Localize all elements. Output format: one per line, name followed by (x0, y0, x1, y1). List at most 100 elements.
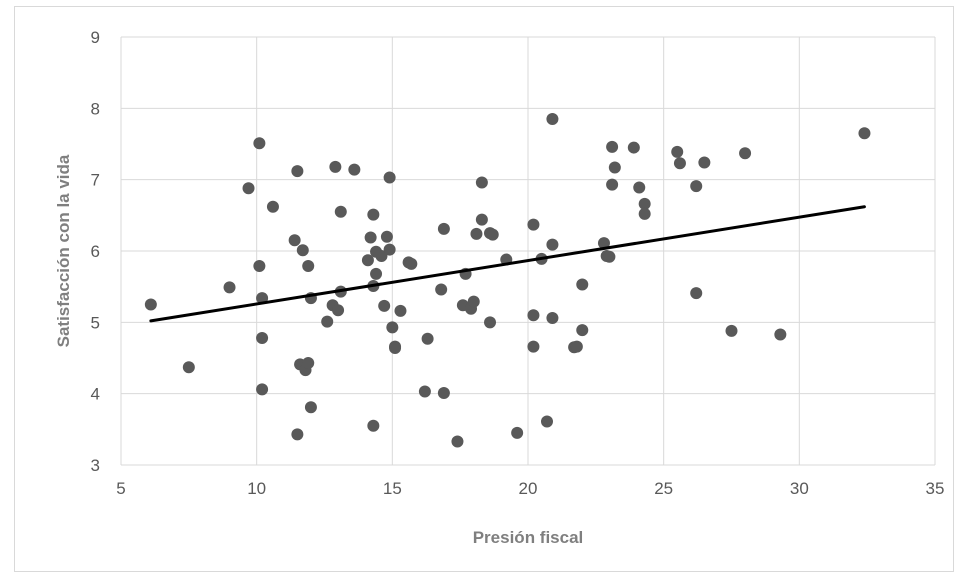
data-point (291, 165, 304, 178)
data-point (256, 292, 269, 305)
data-point (332, 304, 345, 317)
data-point (638, 197, 651, 210)
data-point (386, 321, 399, 334)
data-point (774, 328, 787, 341)
data-point (606, 178, 619, 191)
data-point (302, 259, 315, 272)
data-point (321, 315, 334, 328)
data-point (378, 299, 391, 312)
data-point (380, 230, 393, 243)
data-point (671, 145, 684, 158)
data-point (437, 386, 450, 399)
data-point (253, 137, 266, 150)
data-point (334, 205, 347, 218)
data-point (370, 267, 383, 280)
data-point (467, 295, 480, 308)
data-point (739, 147, 752, 160)
data-point (546, 238, 559, 251)
data-point (304, 401, 317, 414)
data-point (690, 180, 703, 193)
trendline (149, 205, 866, 323)
data-point (540, 415, 553, 428)
data-point (437, 222, 450, 235)
scatter-chart: 5 10 15 20 25 30 35 3 4 5 6 7 8 9 Presión fiscal Sati… (54, 28, 945, 547)
data-point (511, 426, 524, 439)
data-point (546, 312, 559, 325)
y-tick-label: 7 (91, 171, 100, 190)
x-axis-title: Presión fiscal (473, 528, 584, 547)
data-point (291, 428, 304, 441)
data-point (329, 160, 342, 173)
data-point (576, 278, 589, 291)
data-point (725, 324, 738, 337)
data-point (266, 200, 279, 213)
data-point (367, 208, 380, 221)
data-point (698, 156, 711, 169)
data-point (606, 140, 619, 153)
data-point (603, 250, 616, 263)
data-point (475, 213, 488, 226)
data-point (421, 332, 434, 345)
data-point (451, 435, 464, 448)
data-point (364, 231, 377, 244)
x-tick-label: 25 (654, 479, 673, 498)
y-tick-label: 3 (91, 456, 100, 475)
data-point (144, 298, 157, 311)
data-point (302, 356, 315, 369)
data-point (256, 332, 269, 345)
data-point (597, 237, 610, 250)
y-tick-label: 9 (91, 28, 100, 47)
data-point (418, 385, 431, 398)
data-point (242, 182, 255, 195)
data-point (576, 324, 589, 337)
data-point (296, 244, 309, 257)
data-point (383, 171, 396, 184)
data-point (348, 163, 361, 176)
data-point (858, 127, 871, 140)
tick-labels: 5 10 15 20 25 30 35 3 4 5 6 7 8 9 (91, 28, 945, 498)
data-point (375, 249, 388, 262)
data-point (638, 207, 651, 220)
data-point (435, 283, 448, 296)
data-point (394, 304, 407, 317)
data-point (389, 342, 402, 355)
data-point (486, 228, 499, 241)
data-point (223, 281, 236, 294)
data-point (182, 361, 195, 374)
x-tick-label: 5 (116, 479, 125, 498)
data-point (367, 419, 380, 432)
y-axis-title: Satisfacción con la vida (54, 154, 73, 347)
data-point (288, 234, 301, 247)
data-point (633, 181, 646, 194)
data-point (253, 259, 266, 272)
data-point (475, 176, 488, 189)
trendline-layer (149, 205, 866, 323)
data-point (527, 340, 540, 353)
data-point (627, 141, 640, 154)
data-point (383, 243, 396, 256)
data-point (405, 257, 418, 270)
y-tick-label: 4 (91, 385, 100, 404)
data-point (673, 157, 686, 170)
x-tick-label: 20 (519, 479, 538, 498)
chart-frame: 5 10 15 20 25 30 35 3 4 5 6 7 8 9 Presión fiscal Sati… (14, 6, 954, 572)
gridlines (120, 36, 936, 466)
x-tick-label: 30 (790, 479, 809, 498)
data-point (527, 309, 540, 322)
data-point (690, 287, 703, 300)
y-tick-label: 5 (91, 313, 100, 332)
data-point (256, 383, 269, 396)
data-point (546, 113, 559, 126)
y-tick-label: 8 (91, 99, 100, 118)
data-point (527, 218, 540, 231)
x-tick-label: 15 (383, 479, 402, 498)
data-points (144, 113, 871, 448)
data-point (484, 316, 497, 329)
data-point (608, 161, 621, 174)
x-tick-label: 35 (926, 479, 945, 498)
x-tick-label: 10 (247, 479, 266, 498)
data-point (470, 227, 483, 240)
y-tick-label: 6 (91, 242, 100, 261)
data-point (361, 254, 374, 267)
data-point (570, 340, 583, 353)
